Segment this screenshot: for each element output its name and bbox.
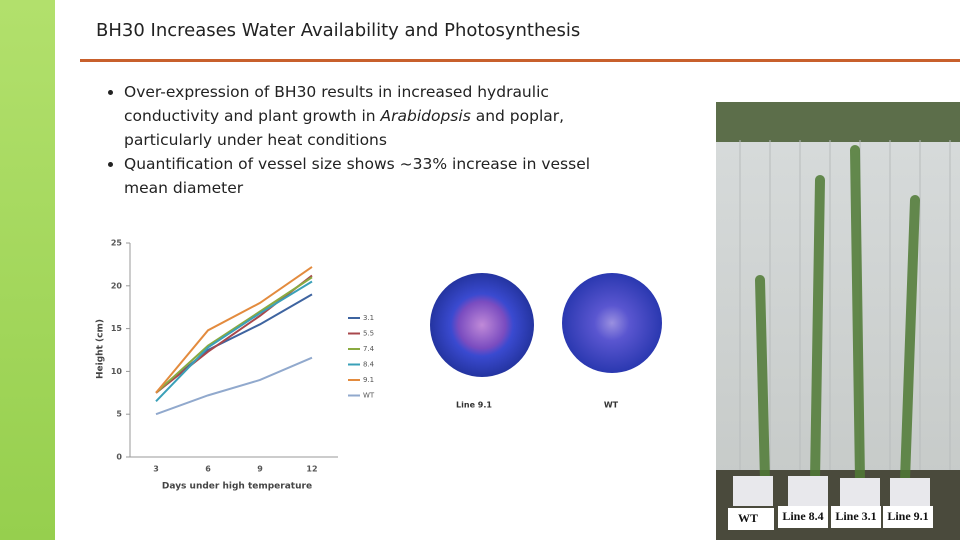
bullet: Over-expression of BH30 results in incre… <box>124 80 614 152</box>
legend-label: WT <box>363 392 375 400</box>
title-rule <box>80 59 960 62</box>
series-line <box>155 274 313 394</box>
cross-section-image <box>562 273 662 373</box>
y-axis-title: Height (cm) <box>96 319 106 379</box>
x-tick-label: 6 <box>205 465 211 474</box>
image-caption: WT <box>604 401 619 410</box>
slide-title: BH30 Increases Water Availability and Ph… <box>96 20 581 41</box>
bullet-text: Over-expression of BH30 results in incre… <box>124 83 549 125</box>
x-tick-label: 9 <box>257 465 263 474</box>
poplar-photo: WT Line 8.4 Line 3.1 Line 9.1 <box>716 102 960 540</box>
y-tick-label: 25 <box>111 239 123 248</box>
legend-label: 9.1 <box>363 376 374 384</box>
legend-label: 5.5 <box>363 330 374 338</box>
side-stripe <box>0 0 55 540</box>
x-tick-label: 3 <box>153 465 159 474</box>
bullet-text: and poplar, particularly under heat cond… <box>124 107 565 149</box>
y-tick-label: 20 <box>111 281 123 290</box>
legend-label: 3.1 <box>363 314 374 322</box>
series-line <box>155 276 313 394</box>
y-tick-label: 15 <box>111 324 123 333</box>
bullet-text: Quantification of vessel size shows ~33%… <box>124 155 591 197</box>
x-axis-title: Days under high temperature <box>162 482 312 492</box>
bullet: Quantification of vessel size shows ~33%… <box>124 152 614 200</box>
y-tick-label: 5 <box>116 410 122 419</box>
photo-label: Line 3.1 <box>835 509 876 523</box>
legend-label: 8.4 <box>363 361 375 369</box>
series-line <box>155 266 313 394</box>
line-chart: Height (cm) Days under high temperature … <box>96 239 375 492</box>
y-tick-label: 0 <box>116 453 122 462</box>
legend-label: 7.4 <box>363 345 375 353</box>
x-tick-label: 12 <box>306 465 317 474</box>
y-tick-label: 10 <box>111 367 123 376</box>
photo-label: WT <box>738 511 758 525</box>
cross-section-image <box>430 273 534 377</box>
photo-label: Line 8.4 <box>782 509 823 523</box>
series-line <box>155 356 313 416</box>
series-line <box>155 280 313 403</box>
photo-label: Line 9.1 <box>887 509 928 523</box>
image-caption: Line 9.1 <box>456 401 492 410</box>
bullet-text: Arabidopsis <box>380 107 471 125</box>
bullet-list: Over-expression of BH30 results in incre… <box>104 80 614 200</box>
